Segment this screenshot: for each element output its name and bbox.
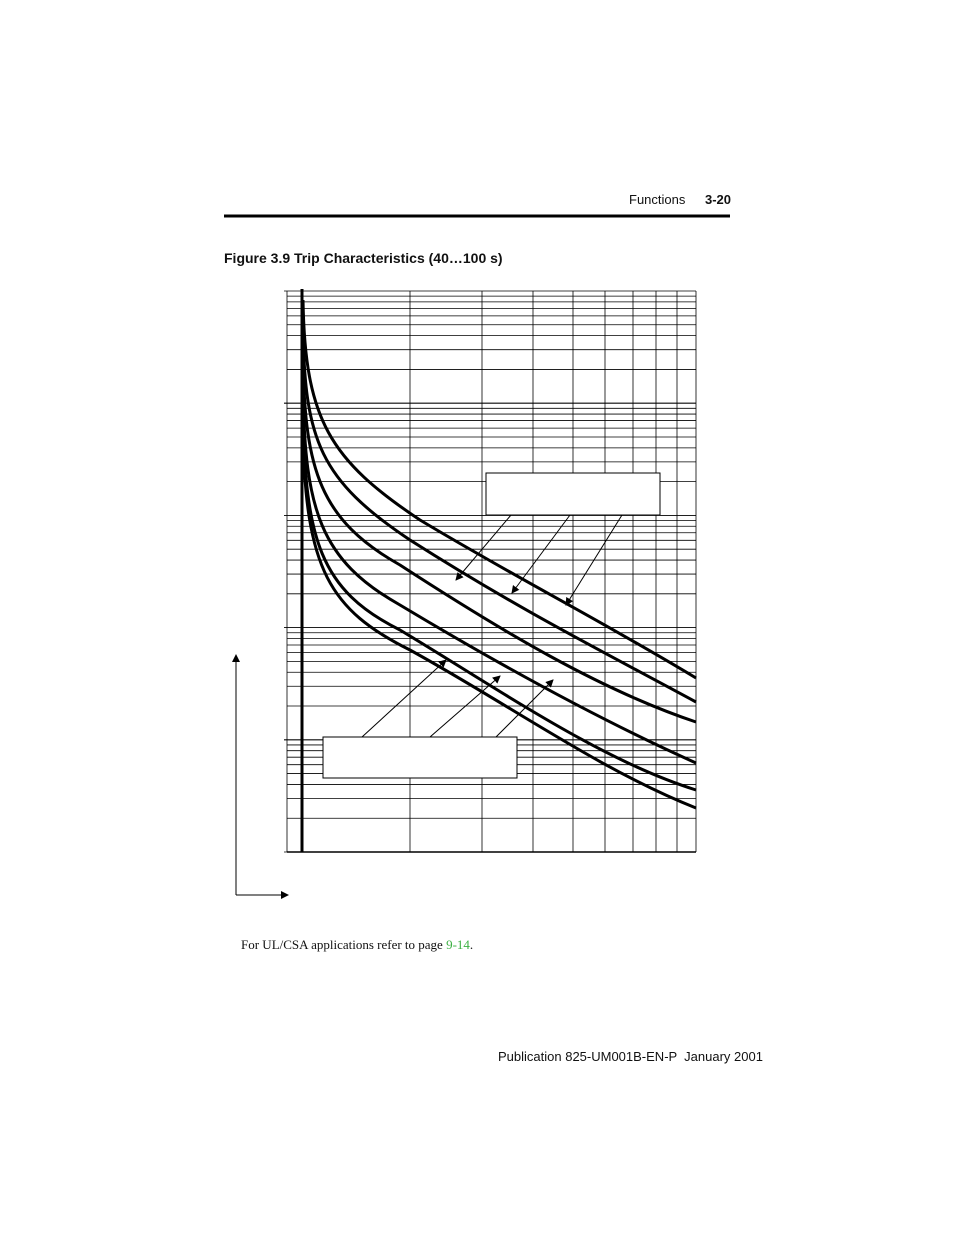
header-page: 3-20 [705, 192, 732, 207]
footer: Publication 825-UM001B-EN-P January 2001 [498, 1049, 763, 1064]
footnote-end: . [469, 937, 474, 952]
footnote: For UL/CSA applications refer to page 9-… [241, 937, 473, 953]
footnote-link[interactable]: 9-14 [446, 937, 470, 952]
header-section: Functions [629, 192, 686, 207]
arrows [232, 514, 623, 899]
label-box [485, 472, 661, 516]
curve [301, 359, 697, 724]
curves [301, 299, 697, 810]
curve [301, 429, 697, 810]
curve [301, 409, 697, 792]
curve [301, 389, 697, 765]
curve [301, 299, 697, 680]
footnote-text: For UL/CSA applications refer to page [241, 937, 447, 952]
label-box [322, 736, 518, 779]
curve [301, 329, 697, 704]
figure-title: Figure 3.9 Trip Characteristics (40…100 … [224, 250, 503, 266]
